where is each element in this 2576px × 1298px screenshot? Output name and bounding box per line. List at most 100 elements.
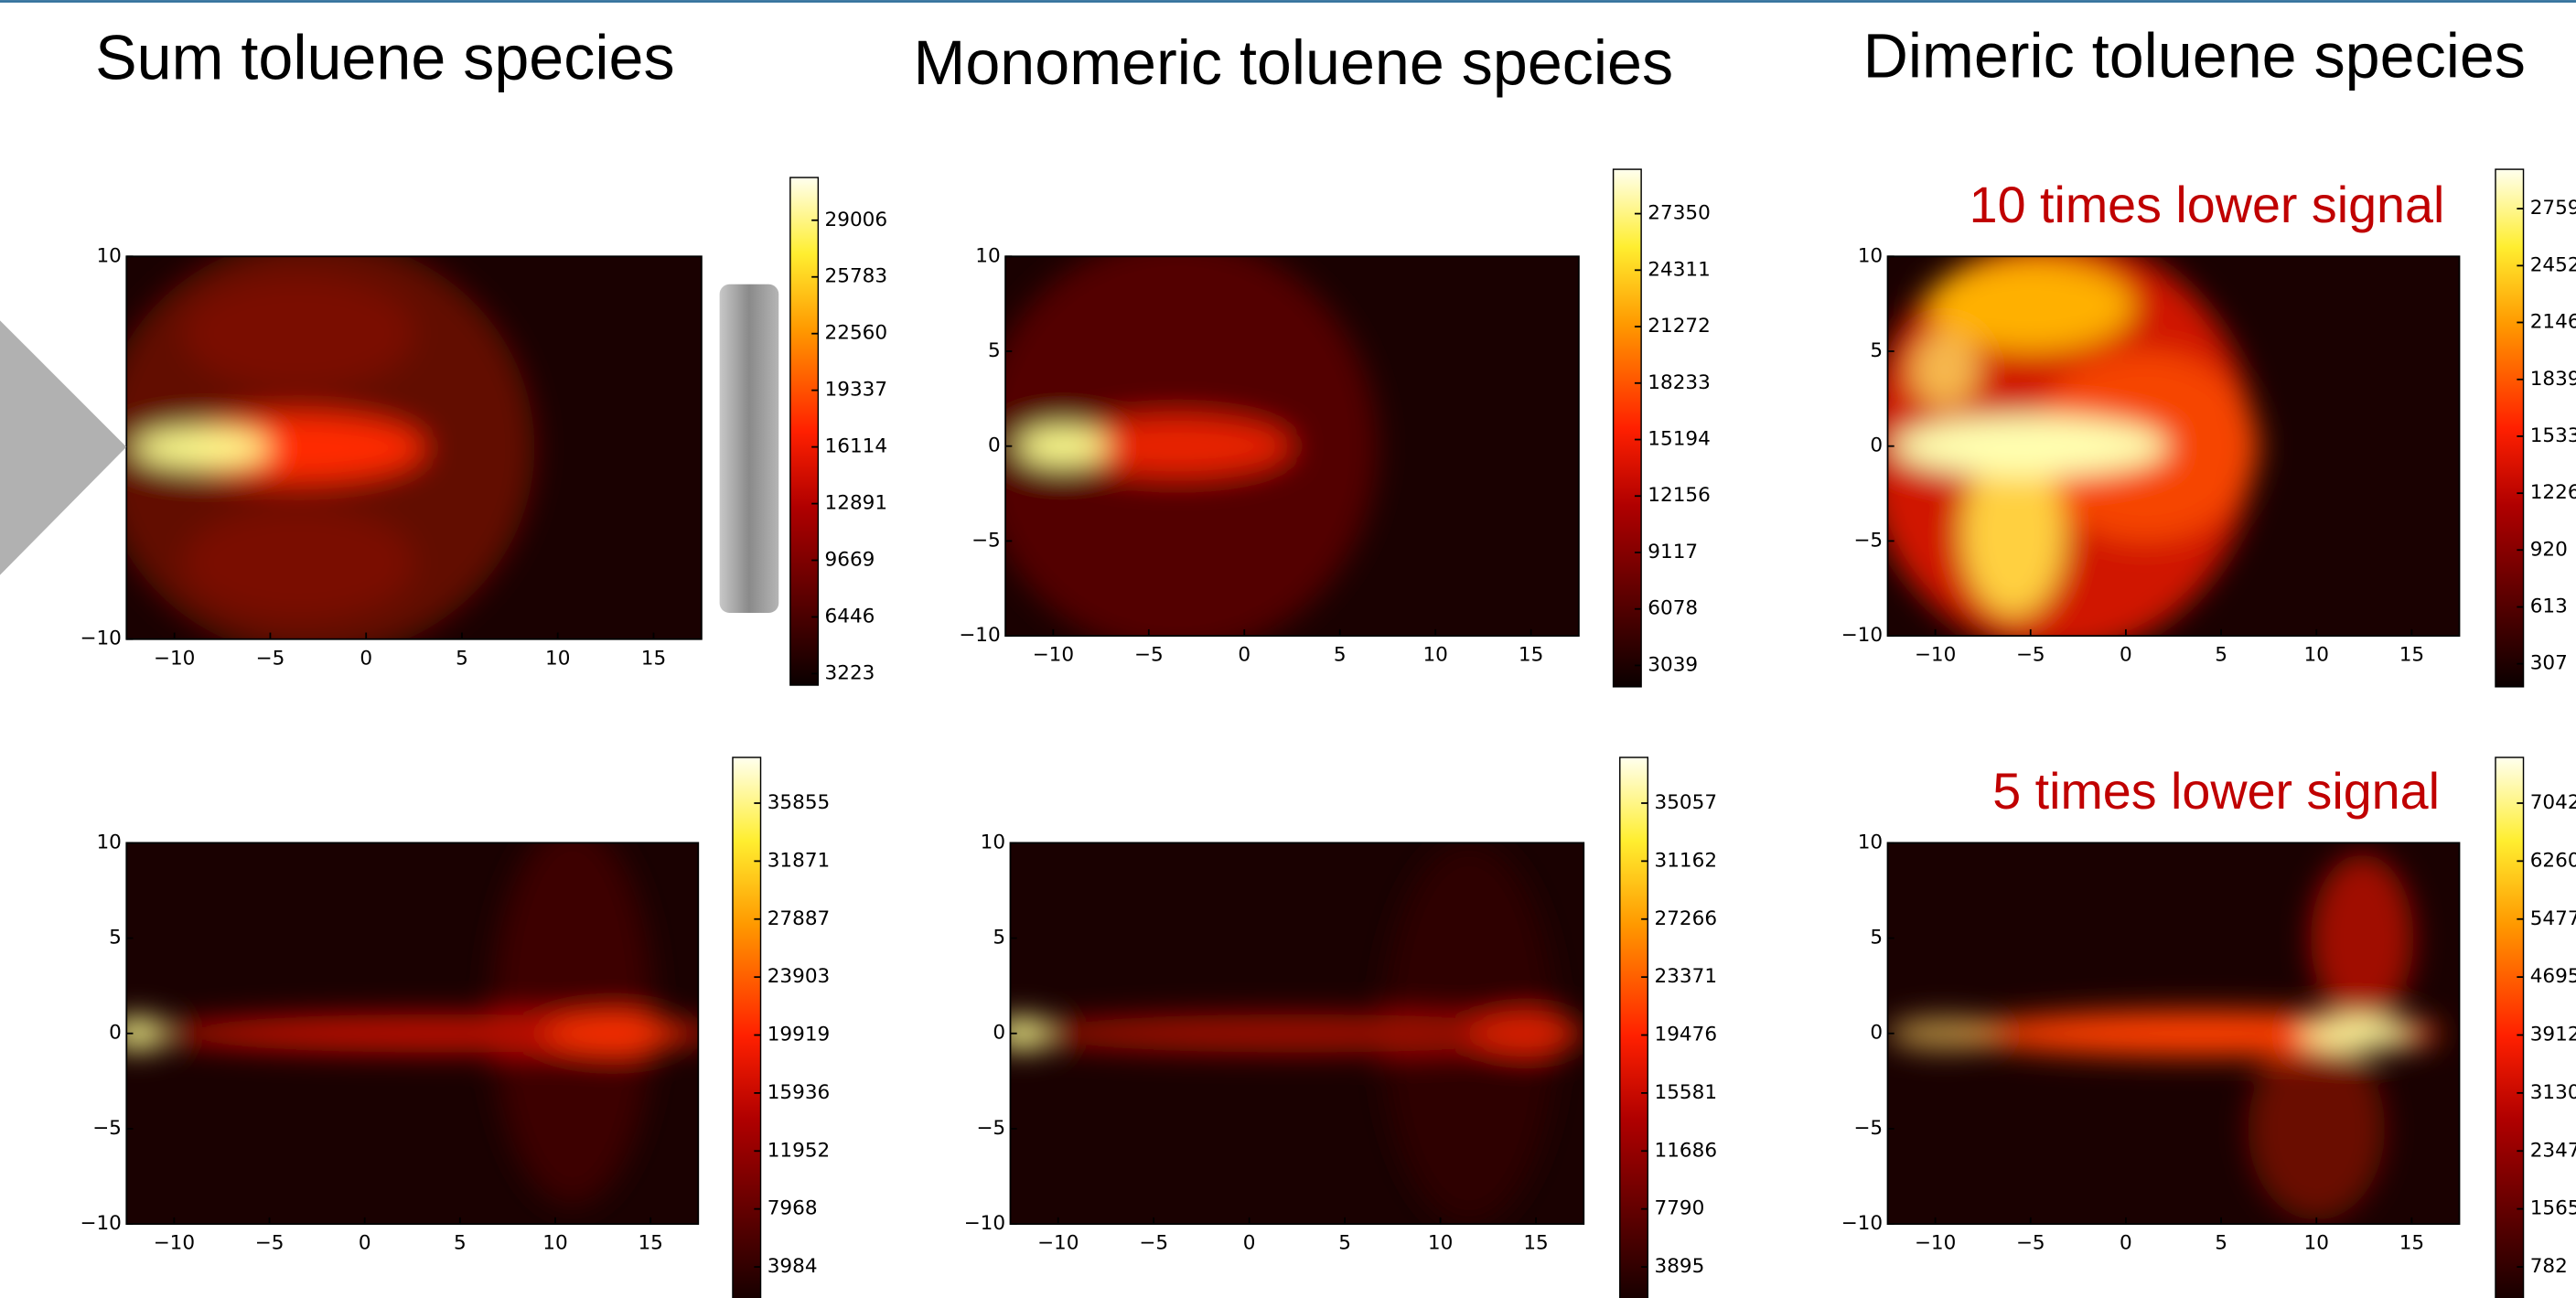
x-tick-label: −5 bbox=[1139, 1232, 1168, 1255]
field bbox=[1887, 842, 2460, 1225]
colorbar-tick-label: 1533 bbox=[2530, 424, 2576, 447]
y-tick-label: −10 bbox=[80, 628, 121, 650]
field-shape bbox=[1887, 1018, 2002, 1049]
colorbar-tick-label: 22560 bbox=[825, 322, 888, 345]
x-tick-label: 0 bbox=[2120, 1232, 2132, 1255]
x-tick-label: −10 bbox=[154, 1232, 195, 1255]
colorbar-tick-label: 1839 bbox=[2530, 368, 2576, 391]
x-tick-label: 15 bbox=[2399, 1232, 2424, 1255]
x-tick-label: −10 bbox=[1915, 644, 1956, 667]
field-shapes bbox=[1010, 842, 1584, 1225]
field-shape bbox=[184, 275, 414, 391]
y-tick-label: 5 bbox=[993, 927, 1005, 949]
x-tick-label: 15 bbox=[641, 647, 666, 670]
field bbox=[1887, 256, 2460, 637]
y-tick-label: −10 bbox=[80, 1212, 121, 1235]
colorbar-tick-label: 2146 bbox=[2530, 310, 2576, 333]
colorbar-tick-label: 3912 bbox=[2530, 1024, 2576, 1046]
colorbar-tick-label: 15936 bbox=[767, 1081, 831, 1104]
x-tick-label: −10 bbox=[154, 647, 195, 670]
y-tick-label: 0 bbox=[993, 1022, 1005, 1045]
colorbar-tick-label: 19337 bbox=[825, 379, 888, 402]
x-tick-label: 15 bbox=[1519, 644, 1543, 667]
colorbar-tick-label: 35855 bbox=[767, 791, 831, 814]
x-tick-label: 0 bbox=[2120, 644, 2132, 667]
y-tick-label: 10 bbox=[981, 831, 1005, 853]
colorbar-tick-label: 27350 bbox=[1648, 202, 1711, 225]
colorbar-tick-label: 19476 bbox=[1654, 1024, 1717, 1046]
colorbar-tick-label: 12156 bbox=[1648, 484, 1711, 507]
x-tick-label: 10 bbox=[542, 1232, 567, 1255]
contour-panel: −10 −5 0 5 10 15 −10 −5 0 5 10 3895 7790 11686 15581 19… bbox=[964, 756, 1717, 1298]
y-tick-label: 5 bbox=[988, 339, 1001, 362]
colorbar-tick-label: 1226 bbox=[2530, 481, 2576, 504]
y-tick-label: 10 bbox=[1858, 244, 1883, 267]
annotation: 5 times lower signal bbox=[1992, 763, 2440, 820]
colorbar-tick-label: 11952 bbox=[767, 1139, 831, 1162]
colorbar-tick-label: 31871 bbox=[767, 849, 831, 872]
contour-panel: −10 −5 0 5 10 15 −10 −5 0 5 10 782 1565 2347 3130 3912 4… bbox=[1841, 756, 2576, 1298]
field-shape bbox=[1961, 449, 2066, 617]
colorbar bbox=[732, 756, 762, 1298]
colorbar-tick-label: 2347 bbox=[2530, 1139, 2576, 1162]
colorbar bbox=[2495, 756, 2525, 1298]
field-shape bbox=[2310, 853, 2414, 1023]
colorbar-tick-label: 27266 bbox=[1654, 907, 1717, 930]
annotation: 10 times lower signal bbox=[1970, 177, 2445, 233]
y-tick-label: 0 bbox=[109, 1022, 122, 1045]
skimmer bbox=[719, 284, 779, 613]
y-tick-label: −5 bbox=[1853, 529, 1883, 552]
y-tick-label: 0 bbox=[1870, 434, 1883, 457]
colorbar-tick-label: 7042 bbox=[2530, 791, 2576, 814]
y-tick-label: −10 bbox=[1841, 624, 1883, 647]
y-tick-label: −10 bbox=[1841, 1212, 1883, 1235]
contour-panel: −10 −5 0 5 10 15 −10 −5 0 5 10 3984 7968 11952 15936 19… bbox=[80, 756, 831, 1298]
plot-frame bbox=[125, 255, 703, 640]
field-shape bbox=[1010, 1018, 1051, 1049]
field-shapes bbox=[126, 256, 535, 639]
colorbar-tick-label: 307 bbox=[2530, 652, 2568, 675]
field-shape bbox=[1927, 260, 2134, 351]
colorbar-tick-label: 23371 bbox=[1654, 965, 1717, 988]
x-tick-label: 0 bbox=[360, 647, 372, 670]
top-border bbox=[0, 0, 2576, 3]
colorbar bbox=[1612, 168, 1642, 688]
x-tick-label: 5 bbox=[1334, 644, 1347, 667]
field-shape bbox=[1468, 1014, 1584, 1053]
nozzle-cone bbox=[0, 320, 127, 575]
field-shapes bbox=[1887, 853, 2442, 1220]
colorbar-tick-label: 782 bbox=[2530, 1255, 2568, 1278]
colorbar-tick-label: 6078 bbox=[1648, 597, 1698, 620]
x-tick-label: −5 bbox=[2016, 644, 2045, 667]
y-tick-label: −5 bbox=[976, 1117, 1005, 1140]
x-tick-label: 15 bbox=[1523, 1232, 1548, 1255]
field-shape bbox=[2248, 1036, 2386, 1220]
x-tick-label: −5 bbox=[255, 1232, 284, 1255]
colorbar-tick-label: 7968 bbox=[767, 1197, 818, 1220]
colorbar-tick-label: 19919 bbox=[767, 1024, 831, 1046]
colorbar-tick-label: 31162 bbox=[1654, 849, 1717, 872]
field-shape bbox=[1062, 415, 1293, 477]
colorbar-tick-label: 3984 bbox=[767, 1255, 818, 1278]
y-tick-label: 0 bbox=[1870, 1022, 1883, 1045]
x-tick-label: 10 bbox=[545, 647, 570, 670]
field bbox=[1005, 256, 1579, 637]
x-tick-label: 0 bbox=[1243, 1232, 1256, 1255]
colorbar-tick-label: 2452 bbox=[2530, 253, 2576, 276]
x-tick-label: 15 bbox=[2399, 644, 2424, 667]
x-tick-label: 10 bbox=[2304, 644, 2329, 667]
x-tick-label: 10 bbox=[2304, 1232, 2329, 1255]
colorbar bbox=[1619, 756, 1649, 1298]
x-tick-label: 10 bbox=[1428, 1232, 1453, 1255]
y-tick-label: −5 bbox=[1853, 1117, 1883, 1140]
colorbar-tick-label: 15581 bbox=[1654, 1081, 1717, 1104]
field-shape bbox=[492, 842, 653, 1206]
colorbar-tick-label: 1565 bbox=[2530, 1197, 2576, 1220]
y-tick-label: 10 bbox=[96, 244, 121, 267]
field-shape bbox=[543, 1014, 682, 1053]
field-shape bbox=[132, 428, 271, 467]
x-tick-label: 0 bbox=[1238, 644, 1250, 667]
colorbar-tick-label: 23903 bbox=[767, 965, 831, 988]
colorbar-tick-label: 24311 bbox=[1648, 258, 1711, 281]
